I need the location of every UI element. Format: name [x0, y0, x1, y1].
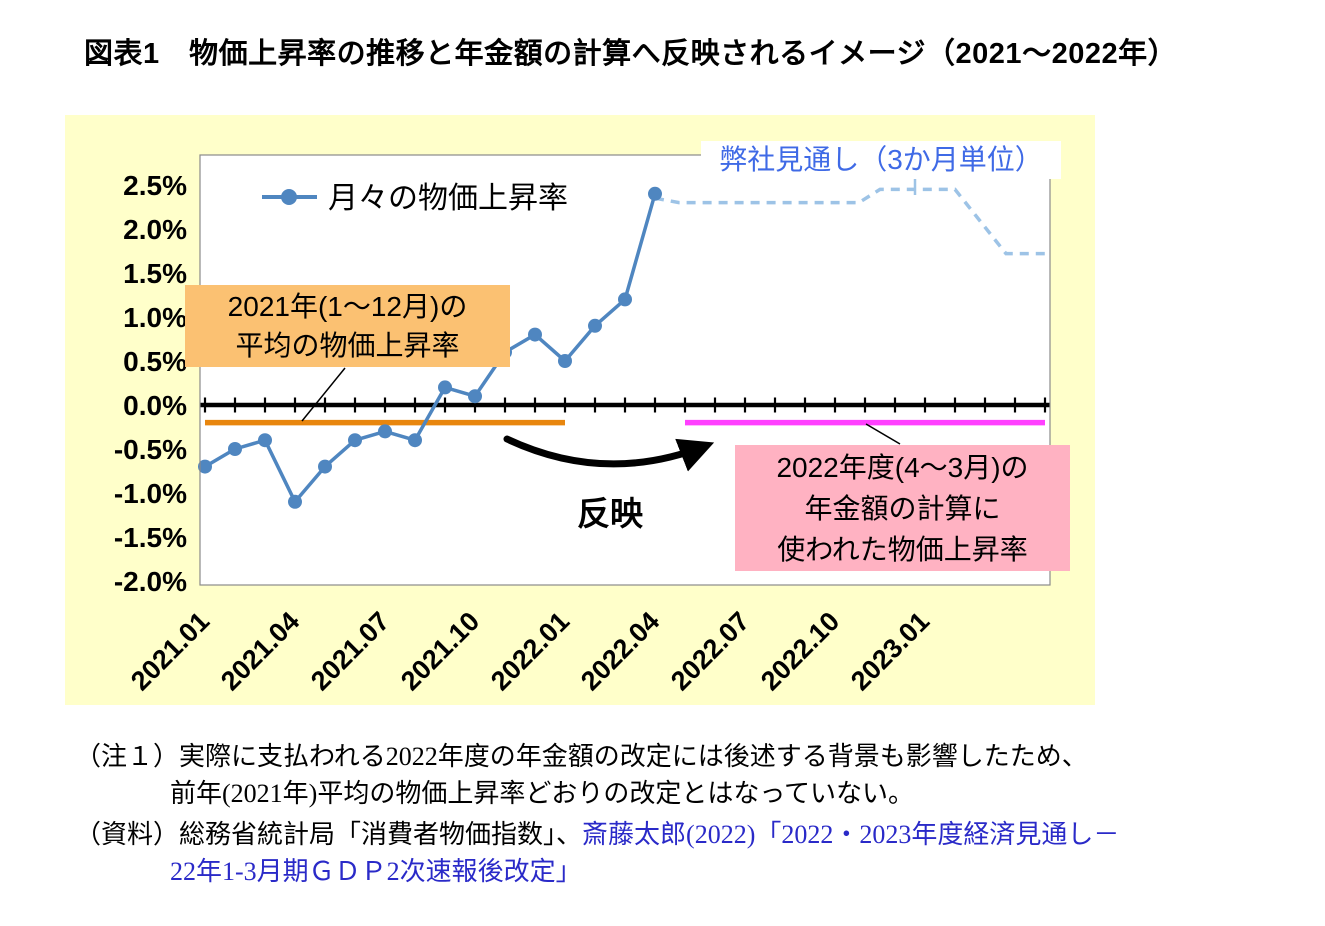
reflect-label: 反映: [577, 495, 643, 532]
source-link-line2[interactable]: 22年1-3月期ＧＤＰ2次速報後改定」: [170, 857, 582, 886]
y-tick-label: -2.0%: [114, 566, 187, 597]
y-tick-label: -0.5%: [114, 434, 187, 465]
legend-marker: [281, 189, 297, 205]
y-tick-label: 2.0%: [123, 214, 187, 245]
chart-panel: 2.5% 2.0% 1.5% 1.0% 0.5% 0.0% -0.5% -1.0% -1.5% -…: [65, 115, 1095, 705]
source-text: 総務省統計局「消費者物価指数」、: [179, 820, 583, 849]
note1-text-line2: 前年(2021年)平均の物価上昇率どおりの改定とはなっていない。: [170, 779, 915, 808]
x-tick-label: 2022.10: [755, 606, 845, 696]
pension-label-line3: 使われた物価上昇率: [777, 534, 1028, 565]
pension-label-line2: 年金額の計算に: [804, 493, 1001, 524]
monthly-marker: [198, 459, 212, 474]
x-tick-label: 2021.04: [215, 606, 305, 696]
monthly-marker: [618, 292, 632, 307]
source-row: （資料）総務省統計局「消費者物価指数」、斎藤太郎(2022)「2022・2023…: [75, 818, 1119, 852]
monthly-marker: [288, 494, 302, 509]
monthly-marker: [558, 354, 572, 368]
y-tick-label: -1.5%: [114, 522, 187, 553]
x-tick-label: 2021.10: [395, 606, 485, 696]
x-tick-label: 2022.04: [575, 606, 665, 696]
y-tick-label: 1.0%: [123, 302, 187, 333]
note1-text-line1: 実際に支払われる2022年度の年金額の改定には後述する背景も影響したため、: [179, 742, 1088, 771]
pension-label-box: 2022年度(4～3月)の 年金額の計算に 使われた物価上昇率: [735, 445, 1070, 571]
y-tick-label: 0.5%: [123, 346, 187, 377]
inflation-chart: 2.5% 2.0% 1.5% 1.0% 0.5% 0.0% -0.5% -1.0% -1.5% -…: [114, 154, 1051, 696]
note1-row: （注１）実際に支払われる2022年度の年金額の改定には後述する背景も影響したため…: [75, 740, 1088, 774]
y-tick-label: 1.5%: [123, 258, 187, 289]
figure-title: 図表1 物価上昇率の推移と年金額の計算へ反映されるイメージ（2021～2022年…: [84, 38, 1178, 70]
monthly-marker: [528, 327, 542, 342]
monthly-marker: [588, 318, 602, 333]
monthly-marker: [228, 442, 242, 456]
avg-label-line1: 2021年(1～12月)の: [227, 291, 468, 322]
avg-label-box: 2021年(1～12月)の 平均の物価上昇率: [185, 285, 510, 367]
plot-border: [199, 154, 1051, 586]
forecast-dashed-line: [654, 187, 1045, 256]
source-link-line1[interactable]: 斎藤太郎(2022)「2022・2023年度経済見通し－: [582, 820, 1120, 849]
x-tick-label: 2021.01: [125, 606, 215, 696]
monthly-marker: [258, 433, 272, 448]
legend-label: 月々の物価上昇率: [328, 182, 568, 215]
note1-row-line2: 前年(2021年)平均の物価上昇率どおりの改定とはなっていない。: [170, 777, 914, 811]
source-row-line2: 22年1-3月期ＧＤＰ2次速報後改定」: [170, 855, 582, 889]
source-label: （資料）: [75, 820, 180, 849]
y-tick-label: 0.0%: [123, 390, 187, 421]
monthly-marker: [438, 380, 452, 395]
monthly-marker: [648, 186, 662, 201]
monthly-line: [204, 193, 657, 504]
avg-leader-line: [301, 367, 346, 422]
x-tick-label: 2022.01: [485, 606, 575, 696]
note1-label: （注１）: [75, 742, 180, 771]
monthly-marker: [378, 424, 392, 439]
monthly-marker: [348, 433, 362, 448]
monthly-marker: [318, 459, 332, 474]
x-tick-label: 2022.07: [665, 606, 755, 696]
monthly-marker: [408, 433, 422, 448]
reflect-arrow: [503, 435, 715, 472]
forecast-label: 弊社見通し（3か月単位）: [701, 141, 1061, 179]
monthly-marker: [468, 389, 482, 404]
y-tick-label: 2.5%: [123, 170, 187, 201]
avg-label-line2: 平均の物価上昇率: [235, 330, 460, 361]
y-tick-label: -1.0%: [114, 478, 187, 509]
x-tick-label: 2021.07: [305, 606, 395, 696]
pension-label-line1: 2022年度(4～3月)の: [776, 452, 1029, 483]
x-tick-label: 2023.01: [845, 606, 935, 696]
pension-leader-line: [865, 423, 901, 445]
